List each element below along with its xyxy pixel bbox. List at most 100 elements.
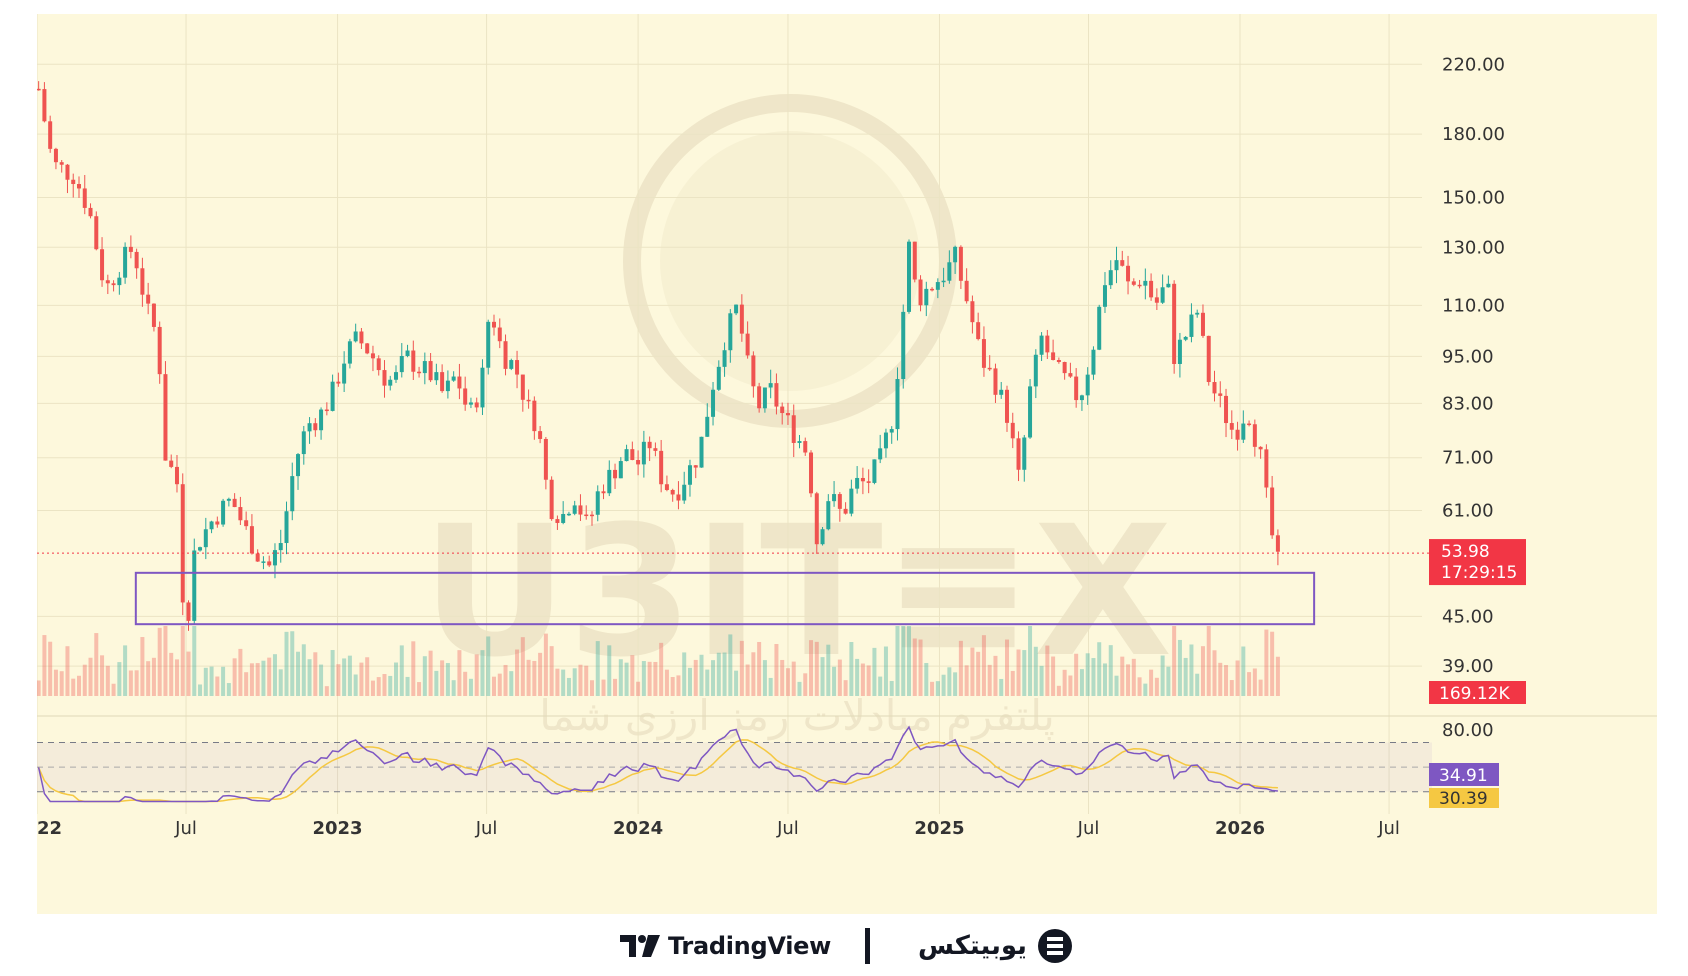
candle-body xyxy=(693,465,698,468)
volume-bar xyxy=(94,633,99,696)
volume-bar xyxy=(399,645,404,696)
volume-bar xyxy=(699,654,704,696)
volume-bar xyxy=(1126,664,1131,696)
candle-body xyxy=(434,372,439,381)
candle-body xyxy=(278,543,283,551)
volume-bar xyxy=(526,659,531,696)
candle-body xyxy=(290,476,295,512)
time-axis-label: 2023 xyxy=(312,818,362,839)
candle-body xyxy=(192,550,197,621)
watermark-letters: U3IT≡X xyxy=(422,488,1173,697)
candle-body xyxy=(388,379,393,386)
candle-body xyxy=(682,484,687,501)
volume-bar xyxy=(1247,672,1252,696)
candle-body xyxy=(215,521,220,525)
candle-body xyxy=(670,489,675,495)
volume-bar xyxy=(791,661,796,696)
volume-bar xyxy=(117,662,122,696)
price-axis-label: 95.00 xyxy=(1442,346,1494,367)
candle-body xyxy=(970,301,975,323)
volume-bar xyxy=(711,660,716,696)
candle-body xyxy=(105,280,110,284)
volume-bar xyxy=(953,672,958,696)
candle-body xyxy=(526,399,531,402)
volume-bar xyxy=(866,665,871,696)
candle-body xyxy=(370,353,375,359)
watermark-disc xyxy=(660,131,920,391)
volume-bar xyxy=(71,678,76,696)
price-axis-label: 71.00 xyxy=(1442,448,1494,469)
candle-body xyxy=(480,367,485,408)
candle-body xyxy=(1172,283,1177,364)
candle-body xyxy=(1028,386,1033,438)
candle-body xyxy=(342,363,347,384)
volume-bar xyxy=(1114,675,1119,696)
price-axis-label: 220.00 xyxy=(1442,54,1505,75)
candle-body xyxy=(785,413,790,416)
volume-bar xyxy=(1074,653,1079,696)
candle-body xyxy=(1241,423,1246,440)
volume-bar xyxy=(221,666,226,696)
candle-body xyxy=(1120,260,1125,266)
volume-bar xyxy=(1166,666,1171,696)
volume-bar xyxy=(313,652,318,696)
candle-body xyxy=(382,370,387,386)
volume-bar xyxy=(1022,650,1027,696)
price-chart[interactable]: U3IT≡X پلتفرم مبادلات رمز ارزی شما 220.0… xyxy=(37,14,1657,914)
candle-body xyxy=(468,402,473,405)
volume-bar xyxy=(174,659,179,696)
volume-bar xyxy=(1212,650,1217,696)
candle-body xyxy=(226,498,231,501)
price-axis-label: 110.00 xyxy=(1442,295,1505,316)
candle-body xyxy=(146,294,151,304)
candle-body xyxy=(739,304,744,334)
candle-body xyxy=(520,374,525,400)
volume-bar xyxy=(520,637,525,696)
volume-bar xyxy=(659,642,664,696)
candle-body xyxy=(958,246,963,281)
volume-bar xyxy=(1270,631,1275,696)
candle-body xyxy=(849,488,854,514)
candle-body xyxy=(238,507,243,521)
ubitex-brand: یوبیتکس xyxy=(918,928,1073,964)
candle-body xyxy=(1275,535,1280,552)
candle-body xyxy=(117,277,122,286)
time-axis-label: Jul xyxy=(1077,818,1100,839)
volume-bar xyxy=(734,670,739,696)
candle-body xyxy=(924,288,929,306)
candle-body xyxy=(751,355,756,387)
price-axis-label: 130.00 xyxy=(1442,237,1505,258)
volume-bar xyxy=(451,680,456,696)
volume-bar xyxy=(687,667,692,696)
volume-bar xyxy=(255,663,260,696)
volume-bar xyxy=(1097,642,1102,696)
volume-bar xyxy=(422,656,427,696)
candle-body xyxy=(918,279,923,306)
volume-bar xyxy=(1108,645,1113,696)
candle-body xyxy=(515,360,520,375)
volume-bar xyxy=(428,650,433,696)
candle-body xyxy=(981,339,986,368)
volume-bars xyxy=(37,626,1280,696)
time-axis-label: 2025 xyxy=(914,818,964,839)
candle-body xyxy=(722,350,727,367)
volume-bar xyxy=(1177,639,1182,696)
volume-bar xyxy=(872,647,877,696)
candle-body xyxy=(889,429,894,433)
candle-body xyxy=(232,498,237,508)
candle-body xyxy=(636,460,641,465)
candle-body xyxy=(1108,270,1113,286)
volume-bar xyxy=(532,660,537,696)
support-zone-rect xyxy=(134,571,1316,626)
volume-bar xyxy=(232,658,237,696)
candle-body xyxy=(330,381,335,411)
candle-body xyxy=(82,188,87,208)
candle-body xyxy=(768,383,773,388)
volume-bar xyxy=(1264,629,1269,696)
price-axis-label: 180.00 xyxy=(1442,124,1505,145)
candle-body xyxy=(555,519,560,523)
candle-body xyxy=(37,88,41,91)
volume-bar xyxy=(762,660,767,696)
volume-bar xyxy=(497,673,502,696)
candle-body xyxy=(474,402,479,408)
